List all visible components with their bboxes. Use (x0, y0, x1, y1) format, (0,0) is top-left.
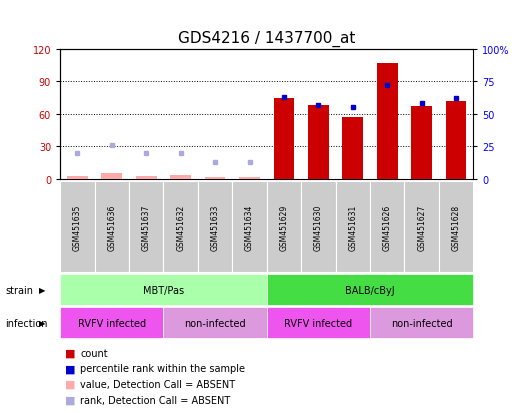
Bar (205, 178, 225, 180)
Bar (136, 176, 156, 180)
Text: GSM451637: GSM451637 (142, 204, 151, 250)
Text: value, Detection Call = ABSENT: value, Detection Call = ABSENT (80, 379, 235, 389)
Bar (343, 118, 363, 180)
Text: non-infected: non-infected (184, 318, 246, 328)
Text: GSM451629: GSM451629 (279, 204, 289, 250)
Text: percentile rank within the sample: percentile rank within the sample (80, 363, 245, 373)
Text: non-infected: non-infected (391, 318, 452, 328)
Bar (446, 102, 467, 180)
Bar (274, 98, 294, 180)
Text: strain: strain (5, 285, 33, 295)
Text: GSM451626: GSM451626 (383, 204, 392, 250)
Bar (308, 106, 329, 180)
Bar (377, 64, 397, 180)
Bar (67, 176, 88, 180)
Text: RVFV infected: RVFV infected (285, 318, 353, 328)
Text: GSM451628: GSM451628 (451, 204, 461, 250)
Text: RVFV infected: RVFV infected (78, 318, 146, 328)
Bar (170, 175, 191, 180)
Text: ■: ■ (65, 395, 76, 405)
Text: GSM451634: GSM451634 (245, 204, 254, 250)
Bar (239, 178, 260, 180)
Text: MBT/Pas: MBT/Pas (143, 285, 184, 295)
Text: ▶: ▶ (39, 319, 46, 328)
Text: GSM451636: GSM451636 (107, 204, 116, 250)
Text: infection: infection (5, 318, 48, 328)
Bar (411, 107, 432, 180)
Text: count: count (80, 348, 108, 358)
Text: GSM451635: GSM451635 (73, 204, 82, 250)
Text: BALB/cByJ: BALB/cByJ (345, 285, 395, 295)
Title: GDS4216 / 1437700_at: GDS4216 / 1437700_at (178, 31, 356, 47)
Text: GSM451632: GSM451632 (176, 204, 185, 250)
Text: GSM451633: GSM451633 (211, 204, 220, 250)
Text: ■: ■ (65, 379, 76, 389)
Text: ▶: ▶ (39, 286, 46, 294)
Text: GSM451631: GSM451631 (348, 204, 357, 250)
Text: rank, Detection Call = ABSENT: rank, Detection Call = ABSENT (80, 395, 230, 405)
Bar (101, 173, 122, 180)
Text: GSM451627: GSM451627 (417, 204, 426, 250)
Text: GSM451630: GSM451630 (314, 204, 323, 250)
Text: ■: ■ (65, 363, 76, 373)
Text: ■: ■ (65, 348, 76, 358)
